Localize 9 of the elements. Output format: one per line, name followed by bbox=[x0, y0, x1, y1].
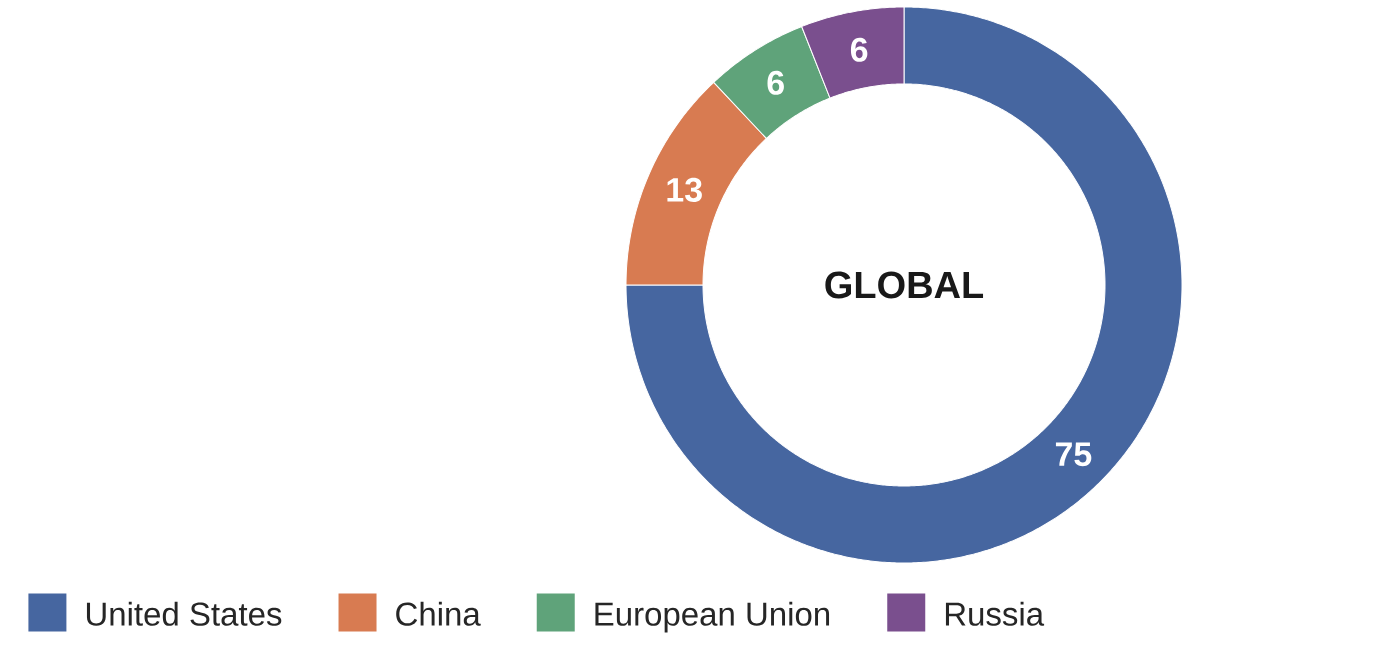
data-label: 75 bbox=[1055, 442, 1092, 467]
legend-label: United States bbox=[86, 601, 282, 626]
data-label: 6 bbox=[850, 37, 868, 62]
data-label: 13 bbox=[667, 177, 702, 202]
legend-label: European Union bbox=[595, 601, 830, 633]
text: GLOBAL bbox=[825, 271, 984, 299]
legend-label: China bbox=[396, 601, 481, 626]
legend-label: Russia bbox=[945, 601, 1045, 626]
data-label: 6 bbox=[767, 70, 784, 95]
